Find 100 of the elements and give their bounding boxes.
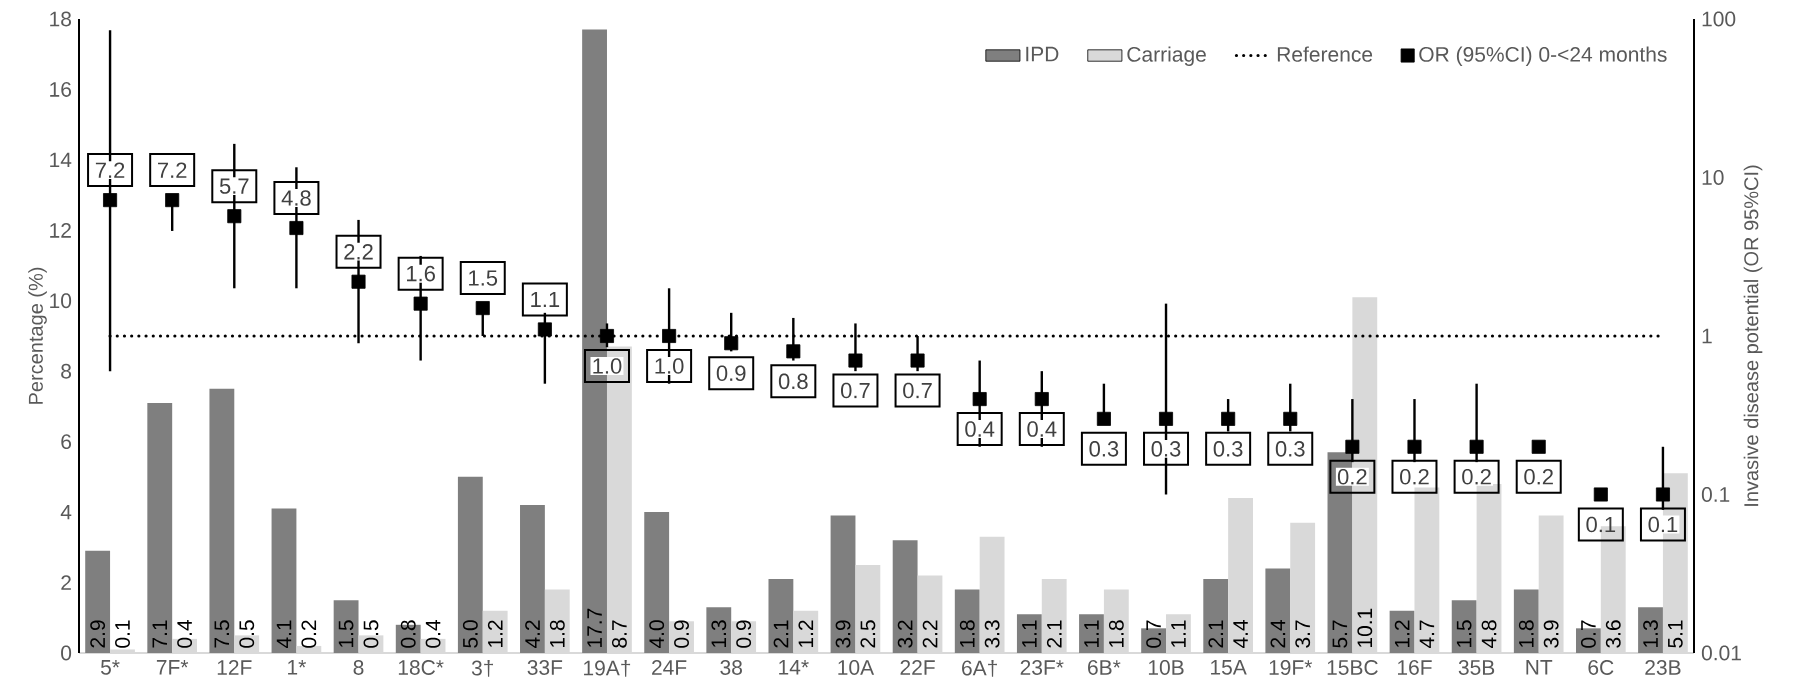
data-label: 0.2 — [1524, 469, 1553, 485]
data-label: 4.8 — [1481, 620, 1497, 649]
data-label: 0.2 — [301, 620, 317, 648]
data-label: 7.5 — [214, 620, 230, 648]
data-label: 1.5 — [469, 270, 498, 286]
point — [910, 353, 925, 368]
bar — [1079, 614, 1104, 653]
data-label: 5.0 — [462, 620, 478, 648]
bar — [892, 540, 918, 653]
data-label: 1.8 — [1518, 620, 1534, 647]
x-tick-label: 10A — [838, 660, 875, 675]
data-label: 2.5 — [860, 620, 876, 648]
bar — [457, 476, 483, 653]
x-tick-label: 6C — [1588, 660, 1614, 675]
data-label: 1.8 — [959, 620, 975, 647]
data-label: 0.2 — [1462, 469, 1491, 485]
data-label: 1.1 — [1084, 620, 1099, 647]
bar — [209, 388, 235, 653]
data-label: 0.7 — [903, 382, 932, 399]
x-tick-label: 38 — [720, 660, 742, 675]
data-label: 0.2 — [1400, 469, 1429, 485]
point — [1345, 439, 1360, 454]
point — [1655, 487, 1670, 502]
x-tick-label: 23B — [1645, 660, 1681, 675]
bar — [520, 505, 545, 653]
data-label: 1.3 — [711, 620, 727, 647]
point — [475, 301, 490, 316]
data-label: 2.4 — [1270, 620, 1286, 648]
x-tick-label: 1* — [288, 660, 306, 675]
bar — [1638, 607, 1663, 653]
data-label: 3.9 — [835, 620, 851, 648]
data-label: 1.0 — [593, 358, 622, 374]
legend-label: OR (95%CI) 0-<24 months — [1419, 46, 1667, 66]
data-label: 1.1 — [1171, 620, 1186, 647]
bar — [1203, 579, 1229, 653]
point — [537, 322, 552, 337]
bar — [954, 589, 980, 653]
point — [103, 193, 118, 208]
y-tick-label: 16 — [50, 82, 72, 97]
data-label: 1.5 — [338, 620, 354, 647]
y-tick-label: 0 — [61, 645, 72, 661]
data-label: 2.1 — [773, 620, 789, 648]
data-label: 0.2 — [1337, 469, 1367, 485]
point — [1221, 411, 1236, 426]
y-tick-label: 6 — [61, 434, 72, 450]
data-label: 0.9 — [716, 365, 746, 382]
data-label: 4.1 — [276, 620, 292, 649]
data-label: 1.2 — [798, 620, 814, 647]
x-tick-label: 35B — [1458, 660, 1495, 675]
y-tick-label: 18 — [50, 11, 72, 27]
data-label: 2.2 — [922, 620, 938, 648]
data-label: 0.4 — [425, 620, 441, 648]
x-tick-label: 15BC — [1327, 660, 1378, 675]
x-tick-label: 33F — [527, 660, 563, 675]
x-tick-label: 6B* — [1088, 660, 1121, 675]
x-tick-label: 10B — [1148, 660, 1184, 675]
bar — [85, 550, 111, 653]
point — [289, 221, 304, 236]
x-tick-label: 14* — [779, 660, 809, 675]
point — [1469, 439, 1484, 454]
data-label: 0.4 — [965, 421, 995, 437]
x-tick-label: 12F — [217, 660, 252, 675]
data-label: 5.7 — [1332, 620, 1348, 648]
data-label: 0.7 — [841, 382, 870, 399]
bar — [1265, 568, 1291, 653]
x-tick-label: 3† — [471, 660, 494, 677]
data-label: 1.2 — [487, 620, 503, 647]
data-label: 1.1 — [1022, 620, 1037, 647]
data-label: 4.0 — [649, 620, 665, 649]
bar — [1016, 614, 1042, 653]
x-tick-label: NT — [1526, 660, 1553, 675]
data-label: 4.2 — [525, 620, 540, 649]
y2-tick-label: 1 — [1702, 328, 1712, 344]
data-label: 10.1 — [1357, 608, 1373, 647]
data-label: 1.5 — [1456, 620, 1472, 647]
y2-tick-label: 0.01 — [1701, 645, 1741, 661]
data-label: 7.2 — [158, 162, 187, 178]
data-label: 7.2 — [95, 162, 125, 178]
data-label: 4.7 — [1419, 620, 1435, 649]
data-label: 5.7 — [219, 178, 249, 194]
y2-tick-label: 100 — [1702, 11, 1736, 27]
data-label: 0.5 — [239, 620, 255, 648]
point — [1159, 411, 1174, 426]
y-tick-label: 12 — [50, 223, 71, 238]
bar — [830, 515, 856, 653]
point — [972, 392, 987, 407]
x-tick-label: 15A — [1211, 660, 1247, 675]
y2-tick-label: 10 — [1702, 170, 1724, 185]
point — [599, 328, 614, 343]
data-label: 0.8 — [400, 620, 416, 648]
y-tick-label: 2 — [61, 575, 71, 590]
data-label: 2.2 — [344, 244, 373, 260]
legend-label: IPD — [1026, 46, 1059, 62]
data-label: 1.0 — [655, 358, 684, 374]
point — [227, 209, 242, 224]
bar — [147, 402, 173, 653]
data-label: 5.1 — [1668, 620, 1683, 648]
point — [165, 193, 180, 208]
data-label: 0.3 — [1213, 441, 1243, 457]
y-tick-label: 14 — [50, 152, 72, 168]
